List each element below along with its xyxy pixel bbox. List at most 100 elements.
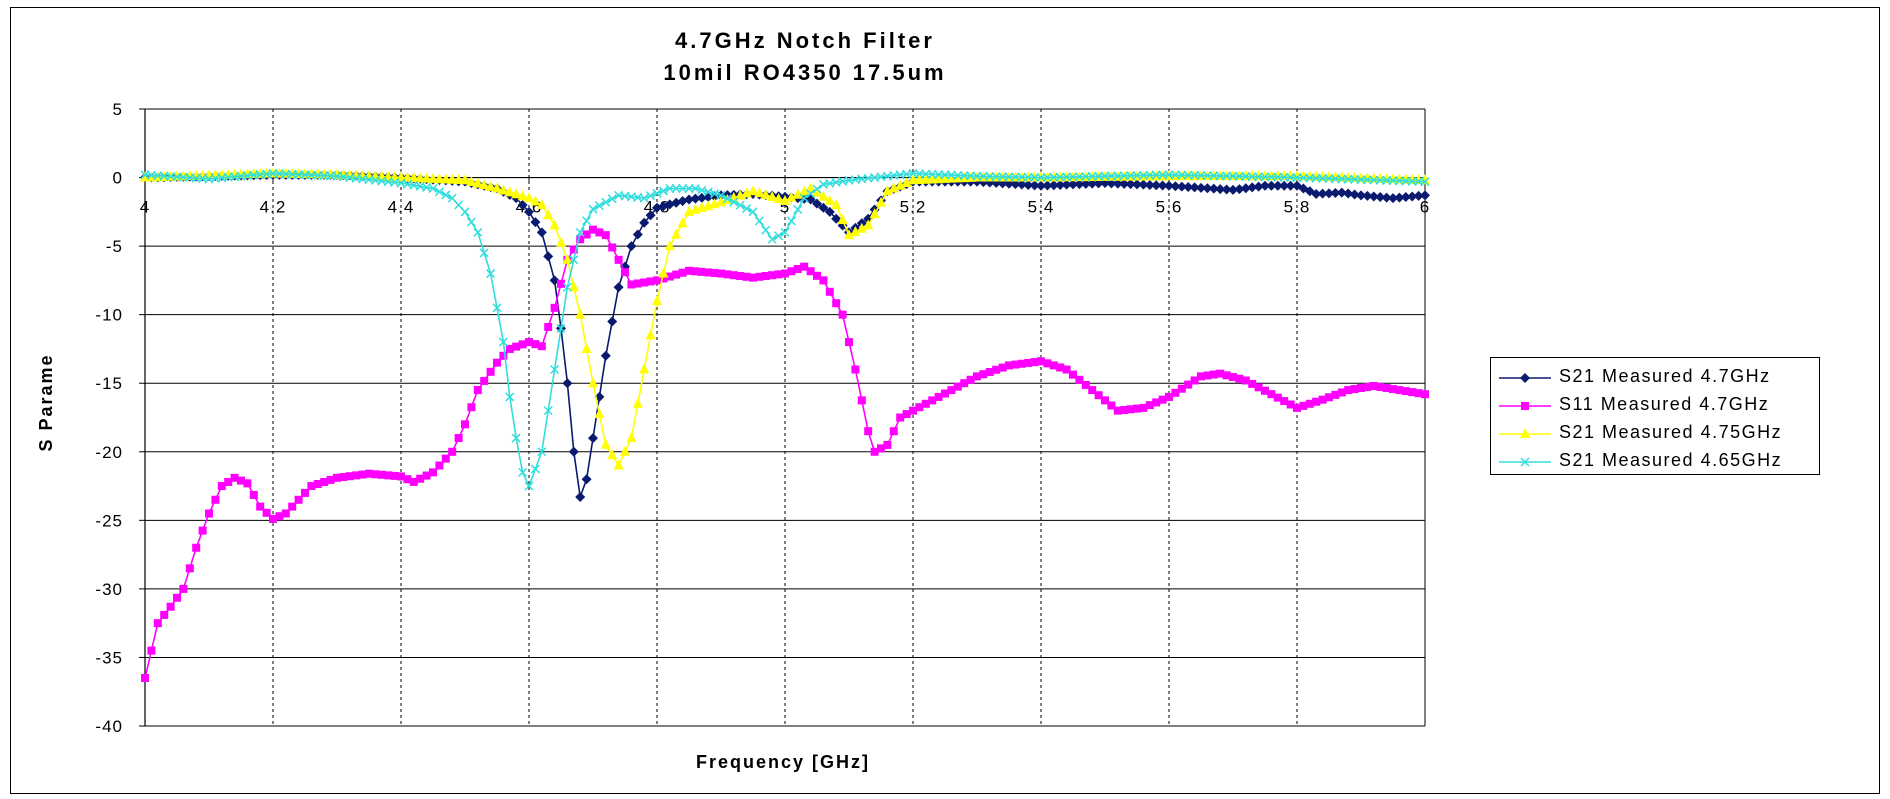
x-axis-title: Frequency [GHz] bbox=[696, 752, 870, 772]
series-marker bbox=[1305, 399, 1314, 408]
series-marker bbox=[621, 268, 629, 277]
series-marker bbox=[1184, 380, 1193, 389]
series-marker bbox=[601, 197, 611, 207]
series-marker bbox=[781, 269, 789, 278]
series-marker bbox=[985, 367, 994, 376]
series-marker bbox=[869, 208, 880, 219]
series-marker bbox=[1005, 361, 1013, 370]
series-marker bbox=[448, 447, 457, 456]
series-marker bbox=[1112, 178, 1123, 189]
series-marker bbox=[256, 502, 265, 511]
series-marker bbox=[511, 433, 521, 443]
series-marker bbox=[1068, 179, 1078, 190]
x-tick-label: 4.2 bbox=[260, 198, 287, 217]
series-marker bbox=[825, 287, 834, 296]
legend-label: S21 Measured 4.65GHz bbox=[1559, 450, 1783, 470]
series-marker bbox=[172, 170, 182, 181]
series-marker bbox=[832, 299, 841, 308]
series-marker bbox=[729, 197, 739, 207]
series-marker bbox=[786, 216, 796, 226]
series-marker bbox=[1336, 187, 1347, 198]
series-marker bbox=[358, 470, 367, 479]
series-marker bbox=[141, 674, 149, 683]
series-marker bbox=[511, 188, 522, 199]
series-marker bbox=[1125, 179, 1136, 190]
series-marker bbox=[722, 194, 732, 204]
series-marker bbox=[600, 438, 611, 449]
series-marker bbox=[588, 433, 598, 444]
series-marker bbox=[691, 267, 700, 276]
series-marker bbox=[575, 227, 585, 237]
series-marker bbox=[243, 479, 252, 488]
series-marker bbox=[1221, 184, 1232, 195]
series-marker bbox=[1081, 380, 1090, 389]
y-tick-label: 5 bbox=[113, 100, 123, 119]
series-marker bbox=[1197, 372, 1205, 381]
series-marker bbox=[633, 279, 642, 288]
series-marker bbox=[1369, 381, 1378, 390]
legend-label: S21 Measured 4.7GHz bbox=[1559, 366, 1771, 386]
series-marker bbox=[723, 270, 732, 279]
series-marker bbox=[767, 234, 777, 244]
series-marker bbox=[812, 186, 822, 197]
series-marker bbox=[1240, 183, 1251, 194]
series-marker bbox=[486, 269, 496, 279]
series-marker bbox=[512, 342, 521, 351]
series-marker bbox=[549, 219, 560, 230]
legend-swatch bbox=[1499, 373, 1551, 383]
y-tick-label: -40 bbox=[95, 717, 123, 736]
y-tick-label: -15 bbox=[95, 374, 123, 393]
series-marker bbox=[1357, 384, 1365, 393]
series-marker bbox=[307, 482, 316, 491]
series-marker bbox=[1036, 180, 1046, 191]
series-marker bbox=[717, 269, 725, 278]
series-marker bbox=[582, 230, 591, 239]
series-marker bbox=[1421, 390, 1429, 399]
series-marker bbox=[799, 193, 809, 203]
series-marker bbox=[888, 182, 899, 193]
series-marker bbox=[729, 271, 738, 280]
series-marker bbox=[1069, 370, 1077, 379]
series-marker bbox=[824, 194, 835, 205]
series-marker bbox=[838, 310, 847, 319]
series-marker bbox=[1222, 371, 1231, 380]
series-marker bbox=[1395, 386, 1404, 395]
series-marker bbox=[492, 303, 502, 313]
series-marker bbox=[1273, 393, 1282, 402]
series-marker bbox=[998, 363, 1007, 372]
series-marker bbox=[1235, 374, 1244, 383]
y-tick-label: -10 bbox=[95, 306, 123, 325]
series-marker bbox=[192, 543, 201, 552]
series-marker bbox=[601, 231, 610, 240]
series-marker bbox=[1145, 401, 1154, 410]
series-marker bbox=[518, 467, 528, 477]
series-marker bbox=[293, 167, 304, 178]
series-marker bbox=[1144, 179, 1155, 190]
series-marker bbox=[460, 174, 470, 185]
series-marker bbox=[697, 267, 706, 276]
series-marker bbox=[639, 217, 650, 228]
series-marker bbox=[447, 173, 458, 184]
series-marker bbox=[536, 227, 547, 238]
series-marker bbox=[185, 564, 194, 573]
series-marker bbox=[735, 200, 745, 210]
series-marker bbox=[690, 183, 700, 194]
series-marker bbox=[517, 190, 528, 201]
series-marker bbox=[933, 173, 944, 184]
series-marker bbox=[1087, 178, 1098, 189]
series-marker bbox=[818, 202, 829, 213]
series-marker bbox=[793, 205, 803, 215]
series-marker bbox=[1176, 181, 1187, 192]
series-marker bbox=[850, 225, 861, 236]
series-marker bbox=[671, 183, 681, 194]
series-marker bbox=[1056, 363, 1065, 372]
series-marker bbox=[428, 172, 438, 183]
series-marker bbox=[1029, 180, 1040, 191]
series-marker bbox=[645, 210, 656, 221]
series-marker bbox=[652, 294, 662, 305]
series-marker bbox=[672, 270, 681, 279]
series-marker bbox=[480, 376, 489, 385]
series-marker bbox=[1132, 179, 1142, 190]
series-marker bbox=[831, 198, 842, 209]
series-marker bbox=[1247, 182, 1258, 193]
